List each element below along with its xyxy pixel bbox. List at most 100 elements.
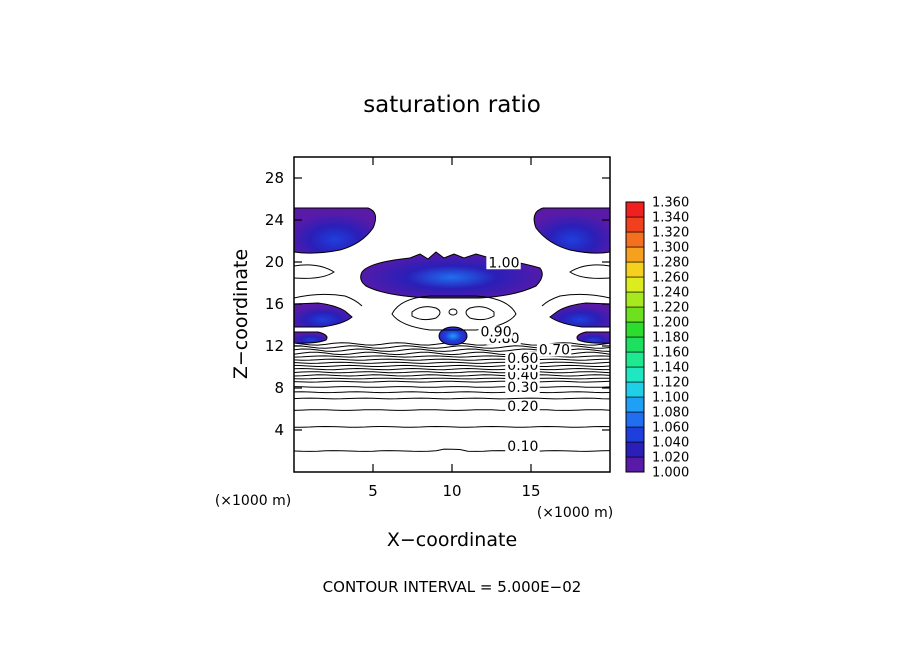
contour-line <box>294 397 610 400</box>
cloud-region-bubble <box>438 326 468 346</box>
contour-label-bg <box>505 351 540 365</box>
contour-label: 0.70 <box>539 342 570 358</box>
colorbar-swatch <box>625 441 645 458</box>
y-tick-label: 24 <box>265 211 284 229</box>
contour-outline-left-lobe <box>294 264 335 279</box>
colorbar-label: 1.320 <box>652 226 689 241</box>
contour-lines <box>294 342 610 452</box>
contour-line <box>294 374 610 377</box>
contour-outline-center-loop <box>391 295 517 331</box>
colorbar-swatch <box>625 261 645 278</box>
contour-line <box>294 358 610 361</box>
x-tick-label: 15 <box>521 482 540 500</box>
contour-outline-left-eye <box>411 306 441 321</box>
contour-line <box>294 364 610 367</box>
colorbar-label: 1.160 <box>652 346 689 361</box>
contour-line <box>294 377 610 380</box>
x-tick-labels: 5 10 15 <box>368 482 540 500</box>
colorbar-label: 1.280 <box>652 256 689 271</box>
contour-label: 0.10 <box>507 439 538 455</box>
y-tick-label: 8 <box>274 379 284 397</box>
contour-line <box>294 448 610 452</box>
contour-outline-left-wave <box>294 293 363 307</box>
colorbar-label: 1.300 <box>652 241 689 256</box>
colorbar-swatch <box>625 216 645 233</box>
colorbar-label: 1.260 <box>652 271 689 286</box>
x-tick-label: 10 <box>442 482 461 500</box>
colorbar-swatch <box>625 366 645 383</box>
colorbar-label: 1.140 <box>652 361 689 376</box>
contour-outline-right-eye <box>465 306 495 321</box>
contour-label-bg <box>536 343 572 357</box>
cloud-region-mid-right <box>549 302 610 328</box>
chart-title: saturation ratio <box>363 92 541 118</box>
colorbar-label: 1.360 <box>652 196 689 211</box>
y-unit-label: (×1000 m) <box>215 493 291 509</box>
colorbar-swatch <box>625 246 645 263</box>
contour-label-bg <box>478 325 513 339</box>
contour-outline-right-lobe <box>569 264 610 279</box>
contour-label-bg <box>486 256 521 270</box>
colorbar-swatch <box>625 351 645 368</box>
colorbar-label: 1.120 <box>652 376 689 391</box>
contour-line <box>294 386 610 388</box>
contour-line <box>294 367 610 371</box>
colorbar-label: 1.080 <box>652 406 689 421</box>
contour-label: 0.20 <box>507 399 538 415</box>
x-tick-label: 5 <box>368 482 378 500</box>
cloud-region-top-right <box>533 207 610 254</box>
colorbar-frame <box>625 201 645 473</box>
colorbar-label: 1.220 <box>652 301 689 316</box>
contour-line <box>294 409 610 411</box>
y-tick-labels: 4 8 12 16 20 24 28 <box>265 169 284 439</box>
contour-label-bg <box>505 381 540 395</box>
cloud-region-low-right <box>576 331 610 344</box>
colorbar-swatch <box>625 381 645 398</box>
y-tick-label: 28 <box>265 169 284 187</box>
colorbar-swatch <box>625 306 645 323</box>
colorbar-swatch <box>625 231 645 248</box>
colorbar-swatch <box>625 291 645 308</box>
y-tick-label: 20 <box>265 253 284 271</box>
contour-labels: 0.100.200.300.400.500.600.700.800.901.00 <box>478 255 572 455</box>
cloud-region-low-left <box>294 331 328 344</box>
colorbar-label: 1.060 <box>652 421 689 436</box>
x-axis-title: X−coordinate <box>387 529 517 551</box>
colorbar-label: 1.040 <box>652 436 689 451</box>
colorbar-swatch <box>625 276 645 293</box>
y-tick-label: 4 <box>274 421 284 439</box>
colorbar-label: 1.240 <box>652 286 689 301</box>
contour-label: 0.60 <box>507 351 538 367</box>
contour-label: 0.90 <box>480 325 511 341</box>
cloud-region-top-left <box>294 207 377 254</box>
colorbar-label: 1.200 <box>652 316 689 331</box>
colorbar-swatch <box>625 426 645 443</box>
colorbar-swatch <box>625 201 645 218</box>
colorbar-label: 1.020 <box>652 451 689 466</box>
colorbar-label: 1.340 <box>652 211 689 226</box>
contour-line <box>294 361 610 364</box>
contour-line <box>294 371 610 374</box>
contour-interval-note: CONTOUR INTERVAL = 5.000E−02 <box>323 578 582 596</box>
y-tick-label: 12 <box>265 337 284 355</box>
contour-label: 1.00 <box>488 255 519 271</box>
contour-line <box>294 425 610 428</box>
x-unit-label: (×1000 m) <box>537 505 613 521</box>
colorbar-swatch <box>625 456 645 473</box>
colorbar-label: 1.180 <box>652 331 689 346</box>
contour-line <box>294 355 610 358</box>
colorbar: 1.0001.0201.0401.0601.0801.1001.1201.140… <box>625 196 689 481</box>
contour-label-bg <box>505 400 540 414</box>
contour-line <box>294 380 610 383</box>
contour-label: 0.30 <box>507 380 538 396</box>
y-axis-title: Z−coordinate <box>230 249 252 379</box>
contour-outline-right-wave <box>541 293 610 307</box>
colorbar-label: 1.100 <box>652 391 689 406</box>
colorbar-swatch <box>625 321 645 338</box>
contour-label-bg <box>505 440 540 453</box>
colorbar-swatch <box>625 411 645 428</box>
plot-area: 0.100.200.300.400.500.600.700.800.901.00… <box>265 156 611 500</box>
colorbar-label: 1.000 <box>652 466 689 481</box>
colorbar-swatch <box>625 336 645 353</box>
